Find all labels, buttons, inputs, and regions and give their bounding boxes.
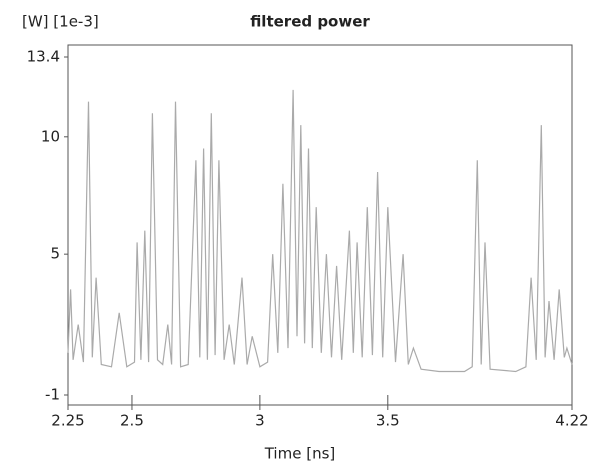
x-axis-label: Time [ns] [264, 445, 336, 463]
chart-title: filtered power [250, 13, 370, 31]
power-line [67, 89, 573, 373]
x-tick-label: 3 [255, 412, 265, 430]
y-tick-label: 10 [41, 127, 60, 145]
y-tick-label: 5 [50, 245, 60, 263]
y-axis-label: [W] [1e-3] [22, 13, 99, 31]
x-tick-label: 2.25 [51, 412, 84, 430]
x-tick-label: 4.22 [555, 412, 588, 430]
x-tick-label: 2.5 [120, 412, 144, 430]
x-tick-label: 3.5 [376, 412, 400, 430]
y-tick-label: 13.4 [27, 48, 60, 66]
plot-frame [67, 44, 573, 406]
y-tick-label: -1 [45, 386, 60, 404]
